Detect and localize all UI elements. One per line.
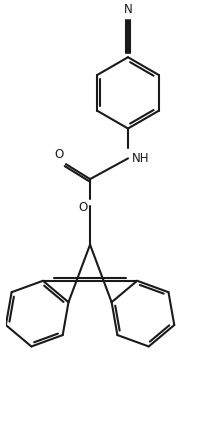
- Text: O: O: [79, 201, 88, 214]
- Text: NH: NH: [132, 152, 150, 165]
- Text: O: O: [55, 148, 64, 162]
- Text: N: N: [124, 3, 132, 16]
